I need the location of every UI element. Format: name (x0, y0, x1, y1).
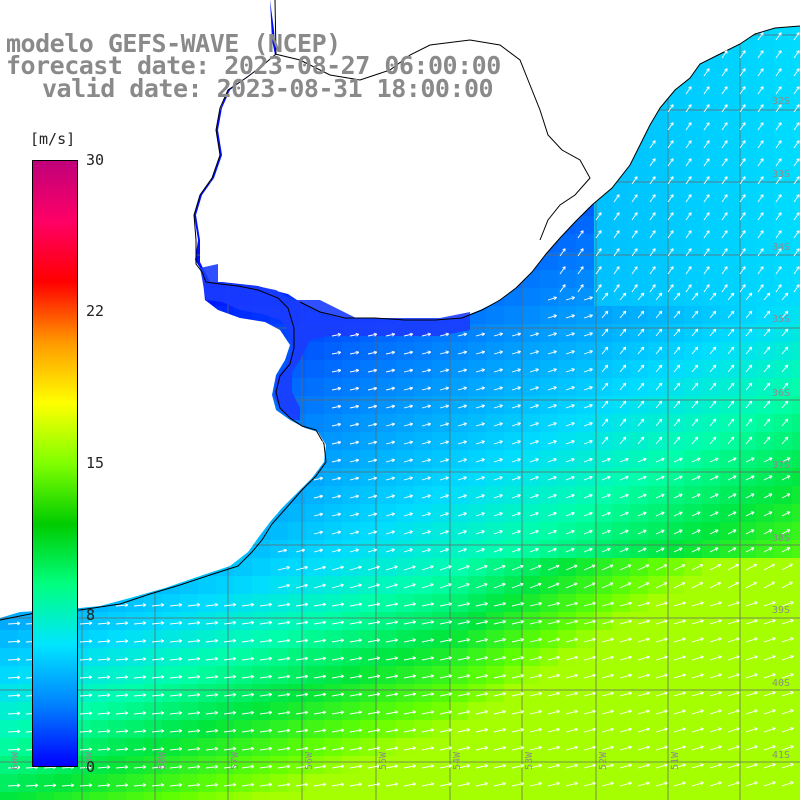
lat-label-41S: 41S (772, 750, 790, 761)
lon-label-57W: 57W (230, 751, 241, 770)
colorbar-tick-15: 15 (86, 454, 105, 472)
lon-label-55W: 55W (378, 751, 389, 770)
lon-label-52W: 52W (598, 751, 609, 770)
colorbar-unit: [m/s] (28, 130, 78, 148)
valid-date: valid date: 2023-08-31 18:00:00 (42, 74, 494, 103)
lat-label-35S: 35S (772, 314, 790, 325)
lat-label-36S: 36S (772, 388, 790, 399)
wind-arrows (7, 32, 800, 788)
longitude-labels: 60W 59W 58W 57W 56W 55W 54W 53W 52W 51W (10, 751, 681, 770)
lon-label-60W: 60W (10, 751, 21, 770)
lat-label-33S: 33S (772, 169, 790, 180)
colorbar-tick-30: 30 (86, 151, 105, 169)
lat-label-40S: 40S (772, 678, 790, 689)
coastline (0, 0, 800, 621)
lon-label-58W: 58W (157, 751, 168, 770)
colorbar-tick-0: 0 (86, 758, 96, 776)
lon-label-51W: 51W (670, 751, 681, 770)
colorbar-tick-8: 8 (86, 606, 96, 624)
lon-label-53W: 53W (524, 751, 535, 770)
colorbar-tick-22: 22 (86, 302, 105, 320)
lat-label-32S: 32S (772, 96, 790, 107)
forecast-date: forecast date: 2023-08-27 06:00:00 (6, 51, 501, 80)
lon-label-54W: 54W (452, 751, 463, 770)
lon-label-56W: 56W (304, 751, 315, 770)
lat-label-38S: 38S (772, 533, 790, 544)
latitude-labels: 32S 33S 34S 35S 36S 37S 38S 39S 40S 41S (772, 96, 790, 761)
lat-label-37S: 37S (772, 460, 790, 471)
lat-label-34S: 34S (772, 242, 790, 253)
lon-label-59W: 59W (84, 751, 95, 770)
lat-label-39S: 39S (772, 605, 790, 616)
model-title: modelo GEFS-WAVE (NCEP) (6, 29, 341, 58)
colorbar (32, 160, 78, 767)
